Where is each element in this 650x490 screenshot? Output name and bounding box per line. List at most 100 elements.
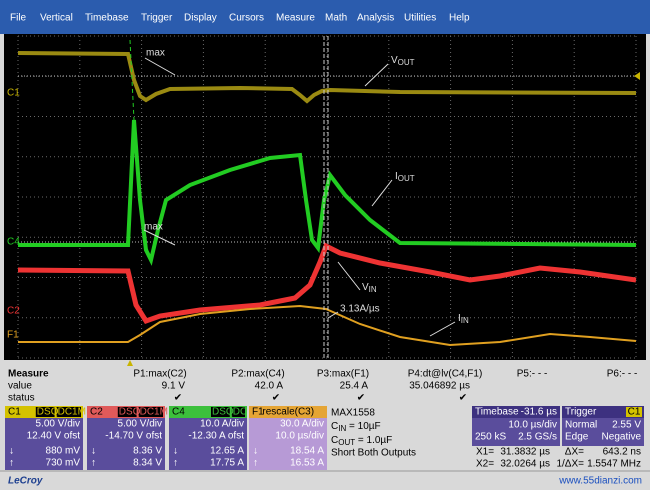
channel-tag: DC1M bbox=[58, 407, 86, 418]
annotation: max bbox=[146, 48, 165, 59]
note: CIN = 10µF bbox=[331, 421, 381, 433]
channel-marker: F1 bbox=[7, 330, 19, 341]
param-value: 42.0 A bbox=[255, 381, 284, 392]
menu-item[interactable]: Cursors bbox=[229, 13, 264, 24]
menu-bar bbox=[0, 0, 650, 34]
param-name: P1:max(C2) bbox=[133, 369, 186, 380]
menu-item[interactable]: Timebase bbox=[85, 13, 129, 24]
channel-marker: C1 bbox=[7, 88, 20, 99]
readout-arrow: ↓ bbox=[91, 446, 96, 457]
annotation-sub: IN bbox=[369, 285, 377, 294]
channel-setting: 30.0 A/div bbox=[280, 419, 324, 430]
trace-f1 bbox=[18, 304, 637, 347]
note-rest: = 10µF bbox=[346, 421, 380, 432]
param-value: 9.1 V bbox=[162, 381, 186, 392]
trace-c4-edge bbox=[129, 39, 151, 263]
channel-tag: DC bbox=[233, 407, 247, 418]
channel-tag-bg bbox=[138, 407, 163, 417]
menu-item[interactable]: Analysis bbox=[357, 13, 394, 24]
readout-arrow: ↓ bbox=[253, 446, 258, 457]
channel-setting: 5.00 V/div bbox=[36, 419, 80, 430]
menu-item[interactable]: Trigger bbox=[141, 13, 173, 24]
trigger-row: 2.55 V bbox=[612, 420, 641, 431]
readout-value: 8.34 V bbox=[133, 458, 162, 469]
param-status: ✔ bbox=[272, 393, 280, 404]
cursor-label: ΔX= bbox=[565, 447, 584, 458]
readout-arrow: ↑ bbox=[9, 458, 14, 469]
annotation-pointer bbox=[143, 57, 456, 337]
readout-arrow: ↑ bbox=[253, 458, 258, 469]
menu-item[interactable]: Math bbox=[325, 13, 347, 24]
watermark: www.55dianzi.com bbox=[558, 476, 642, 487]
channel-body bbox=[5, 418, 83, 470]
menu-item[interactable]: Utilities bbox=[404, 13, 436, 24]
annotation-main: I bbox=[458, 313, 461, 324]
param-name: P3:max(F1) bbox=[317, 369, 369, 380]
readout-arrow: ↓ bbox=[173, 446, 178, 457]
level-marker bbox=[634, 72, 640, 80]
measure-header: Measure bbox=[8, 369, 49, 380]
trace-c2 bbox=[17, 242, 637, 325]
annotation: 3.13A/µs bbox=[340, 304, 380, 315]
measure-header: status bbox=[8, 393, 35, 404]
trigger-body bbox=[562, 418, 644, 446]
timebase-header bbox=[472, 406, 560, 418]
channel-tag: rescale(C3) bbox=[262, 407, 314, 418]
channel-setting: 12.40 V ofst bbox=[27, 431, 81, 442]
timebase-body bbox=[472, 418, 560, 446]
channel-setting: -14.70 V ofst bbox=[105, 431, 162, 442]
channel-body bbox=[169, 418, 247, 470]
channel-marker: C4 bbox=[7, 237, 20, 248]
annotation-sub: IN bbox=[461, 316, 469, 325]
cursor-value: 643.2 ns bbox=[603, 447, 641, 458]
menu-item[interactable]: Measure bbox=[276, 13, 315, 24]
trigger-row: Normal bbox=[565, 420, 597, 431]
param-status: ✔ bbox=[174, 393, 182, 404]
trigger-channel-bg bbox=[626, 407, 642, 417]
annotation: IIN bbox=[458, 313, 469, 325]
channel-id: F1 bbox=[252, 407, 264, 418]
readout-arrow: ↓ bbox=[9, 446, 14, 457]
menu-item[interactable]: File bbox=[10, 13, 27, 24]
channel-id: C4 bbox=[172, 407, 185, 418]
channel-setting: -12.30 A ofst bbox=[188, 431, 244, 442]
menu-item[interactable]: Display bbox=[184, 13, 217, 24]
menu-item[interactable]: Vertical bbox=[40, 13, 73, 24]
trace-c1 bbox=[17, 51, 637, 104]
param-value: 25.4 A bbox=[340, 381, 369, 392]
channel-body bbox=[249, 418, 327, 470]
note-main: C bbox=[331, 421, 338, 432]
channel-tag: DC1M bbox=[140, 407, 168, 418]
note: COUT = 1.0µF bbox=[331, 435, 392, 447]
cursor-value: 32.0264 µs bbox=[500, 459, 550, 470]
param-name: P6:- - - bbox=[607, 369, 638, 380]
trigger-channel: C1 bbox=[628, 407, 641, 418]
channel-tag-bg bbox=[211, 407, 230, 417]
channel-id: C2 bbox=[90, 407, 103, 418]
note: Short Both Outputs bbox=[331, 448, 416, 459]
readout-value: 880 mV bbox=[46, 446, 81, 457]
annotation: VIN bbox=[362, 282, 377, 294]
trigger-label: Trigger bbox=[565, 407, 597, 418]
grid bbox=[17, 35, 637, 359]
channel-id: C1 bbox=[8, 407, 21, 418]
readout-value: 17.75 A bbox=[210, 458, 244, 469]
channel-tag: DSQ bbox=[119, 407, 141, 418]
annotation-main: V bbox=[391, 55, 398, 66]
trigger-marker bbox=[127, 360, 133, 366]
channel-body bbox=[87, 418, 165, 470]
param-name: P4:dt@lv(C4,F1) bbox=[408, 369, 483, 380]
trigger-header bbox=[562, 406, 644, 418]
readout-arrow: ↑ bbox=[91, 458, 96, 469]
logo: LeCroy bbox=[8, 476, 43, 487]
cursor-value: 1.5547 MHz bbox=[587, 459, 641, 470]
channel-tag: DSQ bbox=[37, 407, 59, 418]
note-rest: = 1.0µF bbox=[355, 435, 392, 446]
readout-value: 730 mV bbox=[46, 458, 81, 469]
param-status: ✔ bbox=[357, 393, 365, 404]
channel-setting: 10.0 A/div bbox=[200, 419, 244, 430]
menu-item[interactable]: Help bbox=[449, 13, 470, 24]
